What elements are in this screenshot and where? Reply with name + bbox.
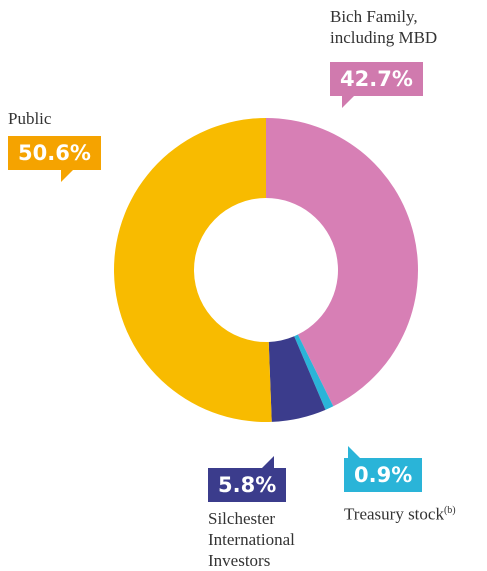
slice-name: Silchester International Investors [208,508,338,571]
value-label: 0.9% [344,458,423,492]
donut-slice [268,336,326,422]
footnote-mark: (b) [443,505,456,516]
slice-name: Public [8,108,128,129]
donut-slice [266,118,418,407]
donut-slice [294,334,334,410]
value-label: 50.6% [8,136,101,170]
label-pointer [348,446,360,458]
label-pointer [61,170,73,182]
label-pointer [342,96,354,108]
slice-name-text: Public [8,109,52,128]
slice-name-text: Bich Family, including MBD [330,7,438,47]
label-pointer [262,456,274,468]
slice-name-text: Treasury stock [344,504,444,524]
donut-slice [113,118,272,422]
slice-name: Bich Family, including MBD [330,6,470,48]
slice-name: Treasury stock(b) [344,500,487,525]
slice-name-text: Silchester International Investors [208,509,295,570]
value-label: 5.8% [208,468,287,502]
value-label: 42.7% [330,62,423,96]
